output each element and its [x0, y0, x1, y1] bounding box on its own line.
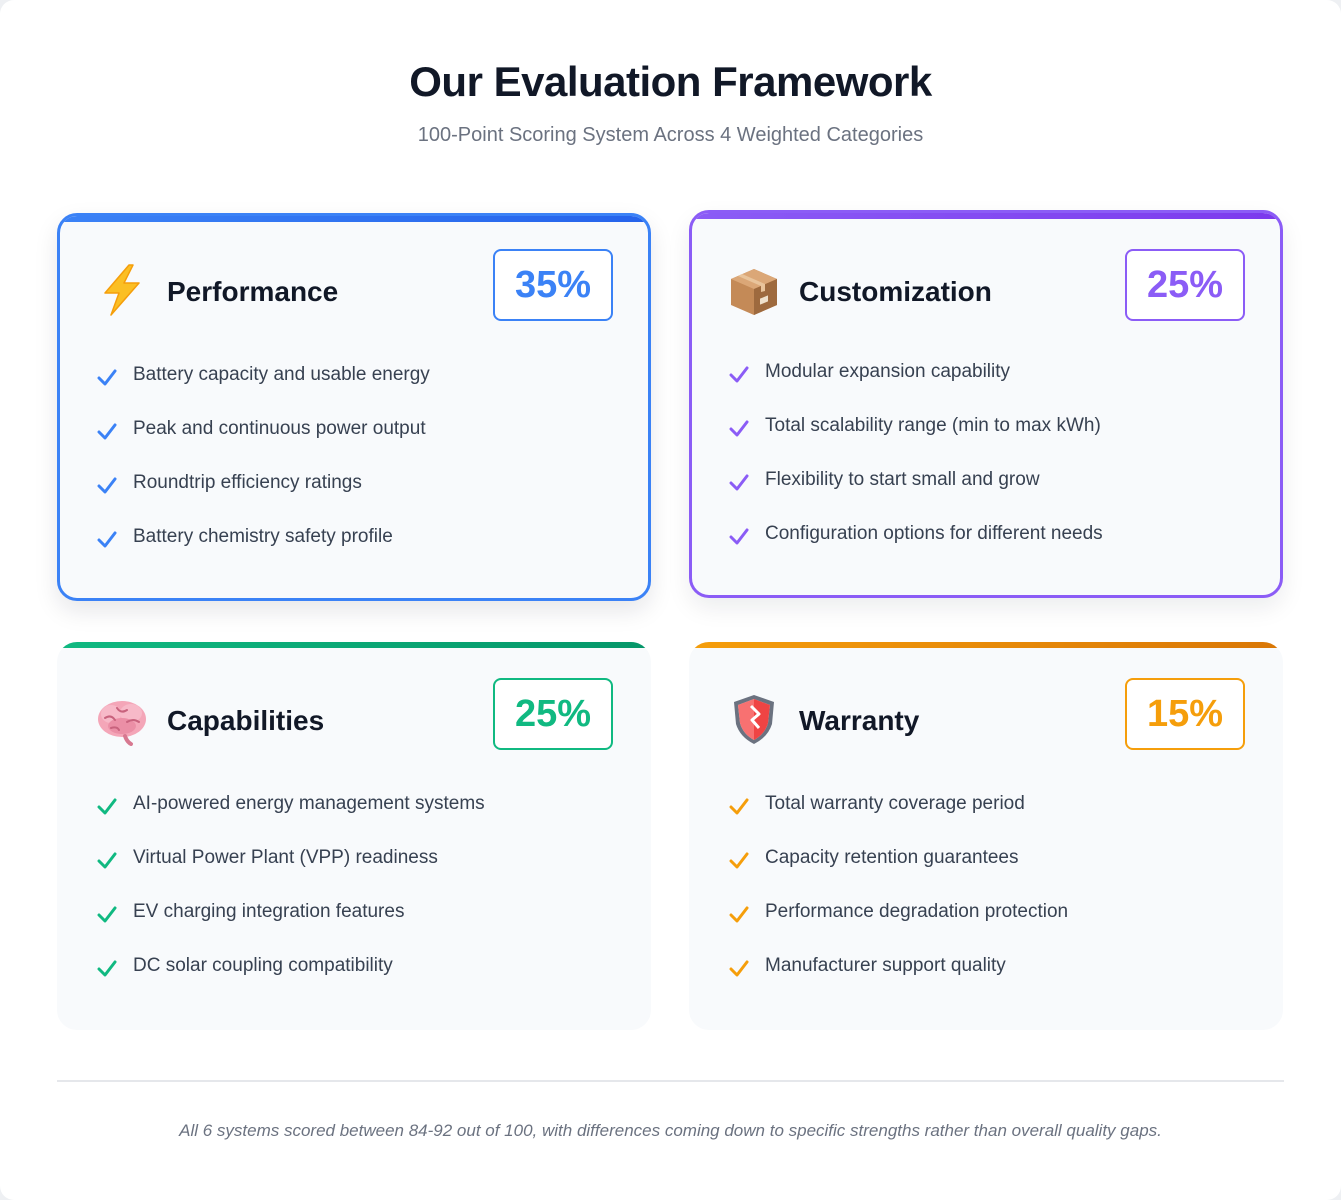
- divider: [57, 1080, 1284, 1082]
- check-icon: [729, 852, 749, 869]
- list-item: Flexibility to start small and grow: [727, 468, 1242, 522]
- check-icon: [729, 366, 749, 383]
- shield-icon: [734, 695, 774, 744]
- card-title: Performance: [167, 276, 339, 307]
- check-icon: [97, 852, 117, 869]
- check-icon: [729, 474, 749, 491]
- criteria-list: Total warranty coverage period Capacity …: [727, 792, 1245, 1008]
- card-accent-bar: [57, 642, 651, 648]
- check-icon: [729, 960, 749, 977]
- list-item: Capacity retention guarantees: [727, 846, 1245, 900]
- list-item: DC solar coupling compatibility: [95, 954, 613, 1008]
- card-title: Customization: [799, 276, 992, 307]
- check-icon: [729, 420, 749, 437]
- check-icon: [729, 798, 749, 815]
- category-card-customization: Customization 25% Modular expansion capa…: [689, 210, 1283, 598]
- list-item: EV charging integration features: [95, 900, 613, 954]
- category-card-performance: Performance 35% Battery capacity and usa…: [57, 213, 651, 601]
- weight-badge: 25%: [492, 678, 613, 750]
- check-icon: [97, 531, 117, 548]
- weight-badge: 25%: [1124, 249, 1245, 321]
- card-accent-bar: [60, 216, 648, 222]
- criteria-list: AI-powered energy management systems Vir…: [95, 792, 613, 1008]
- check-icon: [97, 798, 117, 815]
- list-item: Total scalability range (min to max kWh): [727, 414, 1242, 468]
- list-item: Roundtrip efficiency ratings: [95, 471, 610, 525]
- list-item: Battery chemistry safety profile: [95, 525, 610, 579]
- package-icon: [731, 269, 777, 315]
- card-accent-bar: [689, 642, 1283, 648]
- check-icon: [97, 423, 117, 440]
- card-title: Warranty: [799, 705, 920, 736]
- check-icon: [97, 369, 117, 386]
- check-icon: [729, 906, 749, 923]
- check-icon: [97, 906, 117, 923]
- list-item: Virtual Power Plant (VPP) readiness: [95, 846, 613, 900]
- criteria-list: Modular expansion capability Total scala…: [727, 360, 1242, 576]
- check-icon: [729, 528, 749, 545]
- weight-badge: 35%: [492, 249, 613, 321]
- category-card-capabilities: Capabilities 25% AI-powered energy manag…: [57, 642, 651, 1030]
- list-item: Total warranty coverage period: [727, 792, 1245, 846]
- page-subtitle: 100-Point Scoring System Across 4 Weight…: [417, 124, 924, 146]
- list-item: Performance degradation protection: [727, 900, 1245, 954]
- list-item: Manufacturer support quality: [727, 954, 1245, 1008]
- brain-icon: [98, 701, 146, 746]
- list-item: Battery capacity and usable energy: [95, 363, 610, 417]
- card-title: Capabilities: [167, 705, 325, 736]
- header: Our Evaluation Framework 100-Point Scori…: [0, 56, 1341, 148]
- list-item: Peak and continuous power output: [95, 417, 610, 471]
- page-title: Our Evaluation Framework: [409, 58, 932, 105]
- weight-badge: 15%: [1124, 678, 1245, 750]
- list-item: Modular expansion capability: [727, 360, 1242, 414]
- category-card-warranty: Warranty 15% Total warranty coverage per…: [689, 642, 1283, 1030]
- list-item: AI-powered energy management systems: [95, 792, 613, 846]
- list-item: Configuration options for different need…: [727, 522, 1242, 576]
- footnote: All 6 systems scored between 84-92 out o…: [179, 1121, 1162, 1140]
- card-accent-bar: [692, 213, 1280, 219]
- check-icon: [97, 960, 117, 977]
- criteria-list: Battery capacity and usable energy Peak …: [95, 363, 610, 579]
- lightning-icon: [104, 264, 140, 316]
- check-icon: [97, 477, 117, 494]
